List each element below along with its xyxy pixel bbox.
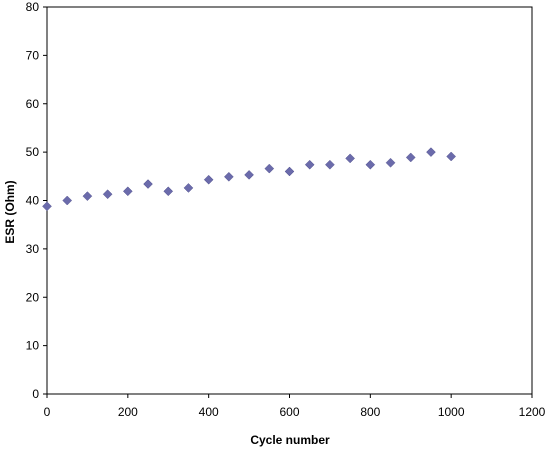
y-tick-label: 70 <box>26 48 40 62</box>
data-point <box>426 147 436 157</box>
x-tick-label: 600 <box>279 405 299 419</box>
data-point <box>264 163 275 174</box>
data-point <box>345 153 355 164</box>
y-axis-ticks: 0 10 20 30 40 50 60 70 80 <box>26 0 47 401</box>
y-tick-label: 50 <box>26 145 40 159</box>
data-point <box>224 171 234 182</box>
y-tick-label: 10 <box>26 339 40 353</box>
x-tick-label: 0 <box>44 405 51 419</box>
plot-frame <box>46 6 533 395</box>
data-point <box>143 179 153 189</box>
x-tick-label: 200 <box>118 405 138 419</box>
data-point <box>446 151 457 162</box>
y-tick-label: 30 <box>26 242 40 256</box>
data-point <box>122 186 133 197</box>
x-tick-label: 400 <box>199 405 219 419</box>
x-tick-label: 1200 <box>519 405 546 419</box>
y-axis-label: ESR (Ohm) <box>3 180 17 243</box>
data-point <box>62 195 73 206</box>
data-point <box>82 191 93 201</box>
y-tick-label: 40 <box>26 194 40 208</box>
data-point <box>244 170 254 180</box>
y-tick-label: 80 <box>26 0 40 14</box>
x-tick-label: 800 <box>360 405 380 419</box>
data-point <box>304 159 315 170</box>
y-tick-label: 20 <box>26 290 40 304</box>
x-tick-label: 1000 <box>438 405 465 419</box>
x-axis-label: Cycle number <box>250 433 330 447</box>
data-point <box>325 159 335 170</box>
plot-area-border <box>46 6 533 395</box>
data-point <box>284 166 295 177</box>
data-points <box>42 147 457 212</box>
x-axis-ticks: 0 200 400 600 800 1000 1200 <box>44 394 546 419</box>
y-tick-label: 0 <box>32 387 39 401</box>
data-point <box>183 183 194 193</box>
data-point <box>102 189 113 200</box>
data-point <box>385 157 396 168</box>
data-point <box>163 186 174 197</box>
data-point <box>42 201 52 212</box>
data-point <box>365 159 376 170</box>
y-tick-label: 60 <box>26 97 40 111</box>
data-point <box>405 152 416 163</box>
data-point <box>203 174 214 185</box>
